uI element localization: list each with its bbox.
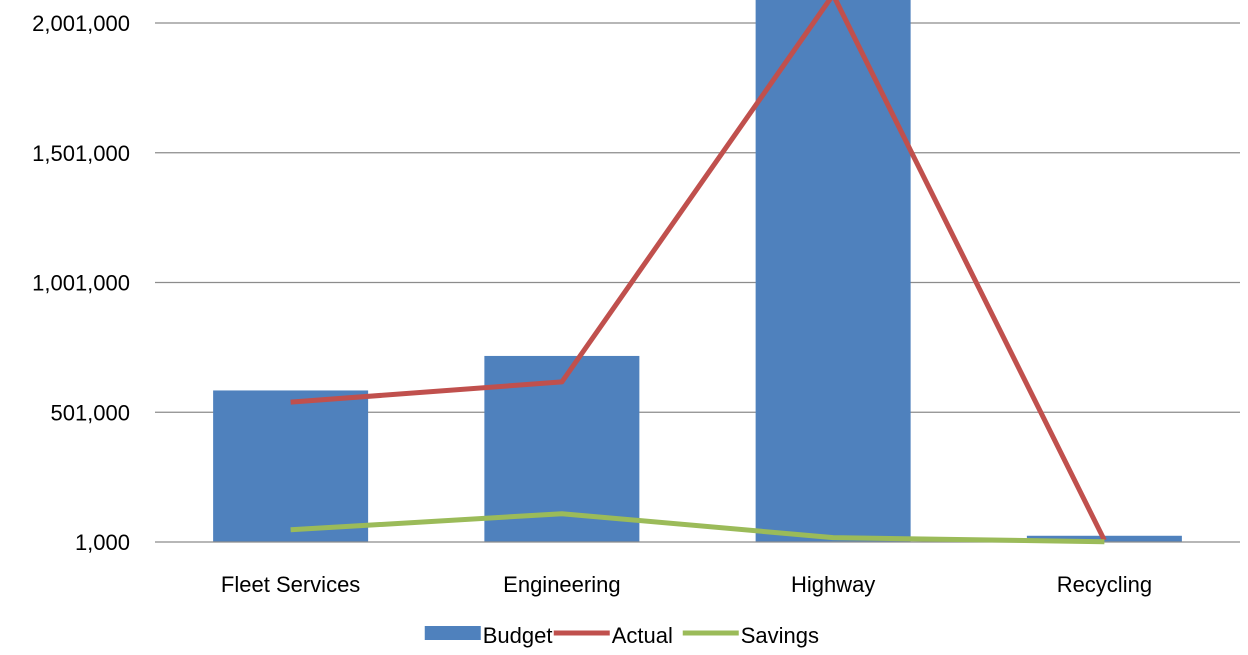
legend-label-actual: Actual bbox=[612, 623, 673, 648]
y-tick-label-1-001-000: 1,001,000 bbox=[32, 271, 130, 296]
x-axis-tick-labels: Fleet Services Engineering Highway Recyclin… bbox=[221, 572, 1152, 597]
y-tick-label-501-000: 501,000 bbox=[50, 400, 130, 425]
legend: Budget Actual Savings bbox=[424, 623, 819, 648]
budget-bars bbox=[213, 0, 1182, 542]
x-tick-label-recycling: Recycling bbox=[1057, 572, 1152, 597]
legend-item-savings: Savings bbox=[682, 623, 819, 648]
x-tick-label-fleet-services: Fleet Services bbox=[221, 572, 360, 597]
bar-budget-highway bbox=[755, 0, 911, 542]
legend-label-budget: Budget bbox=[483, 623, 553, 648]
gridlines bbox=[155, 22, 1240, 413]
bar-budget-fleet-services bbox=[213, 390, 369, 542]
y-tick-label-1-501-000: 1,501,000 bbox=[32, 141, 130, 166]
legend-label-savings: Savings bbox=[741, 623, 819, 648]
series-lines bbox=[290, 0, 1107, 545]
line-actual bbox=[290, 0, 1107, 542]
y-tick-label-1-000: 1,000 bbox=[75, 530, 130, 555]
y-axis-tick-labels: 1,000 501,000 1,001,000 1,501,000 2,001,000 bbox=[32, 11, 130, 555]
legend-item-budget: Budget bbox=[424, 623, 553, 648]
x-tick-label-engineering: Engineering bbox=[503, 572, 620, 597]
legend-item-actual: Actual bbox=[553, 623, 673, 648]
line-savings bbox=[290, 511, 1105, 545]
legend-swatch-budget bbox=[424, 626, 481, 640]
y-tick-label-2-001-000: 2,001,000 bbox=[32, 11, 130, 36]
x-tick-label-highway: Highway bbox=[791, 572, 875, 597]
